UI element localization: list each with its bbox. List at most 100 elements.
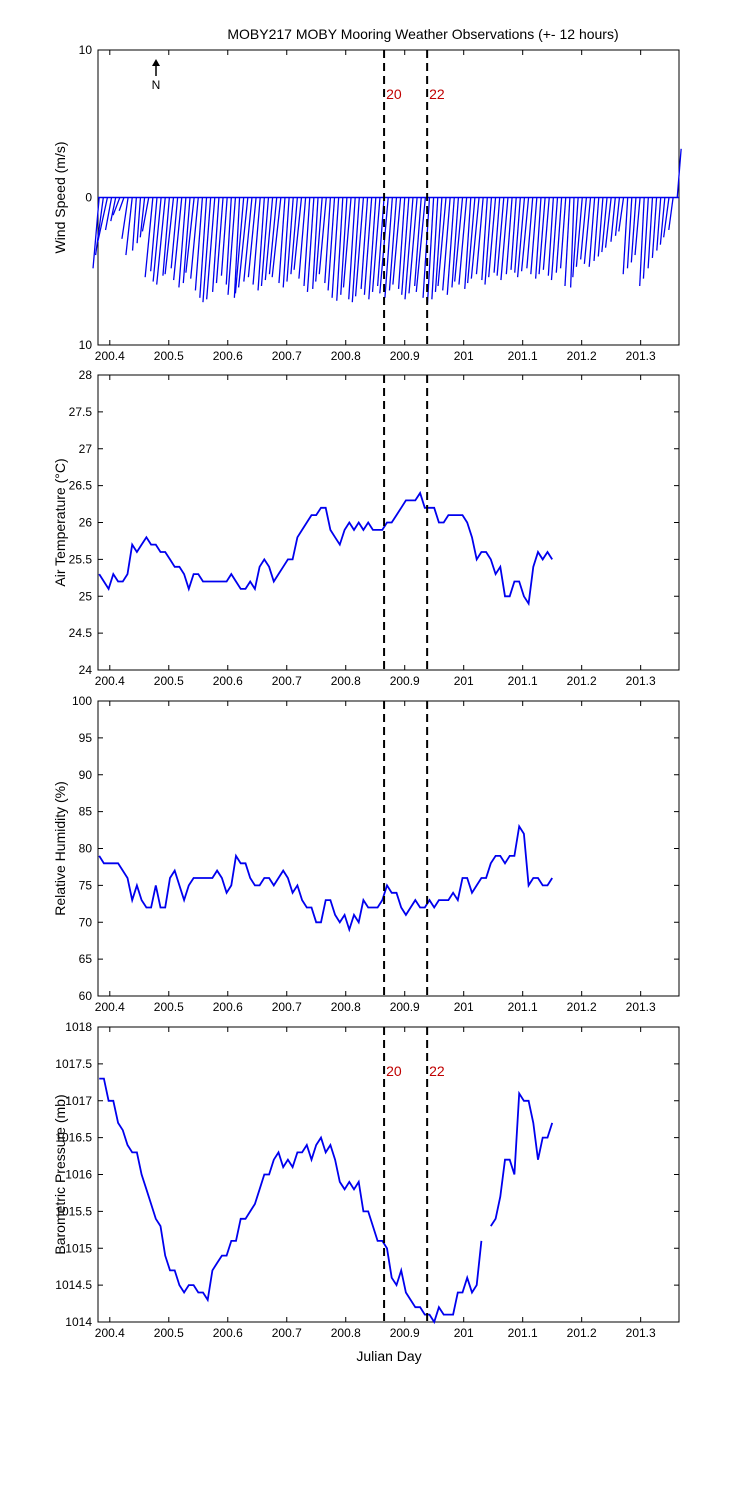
- panel-relative-humidity: 200.4 200.5 200.6 200.7 200.8 200.9 201 201.1 20…: [52, 694, 680, 1014]
- y-tick-label: 26: [79, 516, 93, 530]
- wind-vector: [583, 197, 592, 264]
- y-tick-label: 1014.5: [55, 1278, 92, 1292]
- x-axis-label: Julian Day: [356, 1348, 421, 1364]
- wind-vector: [466, 197, 476, 284]
- x-tick-label: 200.7: [272, 1000, 302, 1014]
- wind-vector: [593, 197, 600, 261]
- x-tick-label: 201.3: [626, 674, 656, 688]
- wind-vector: [92, 197, 100, 269]
- wind-vector: [252, 197, 261, 285]
- wind-vector: [336, 197, 344, 301]
- x-tick-label: 201.3: [626, 1326, 656, 1340]
- wind-vector: [206, 197, 216, 300]
- wind-vector: [572, 197, 579, 278]
- wind-vector: [618, 197, 625, 232]
- x-tick-label: 200.4: [95, 349, 125, 363]
- marker-label: 22: [429, 1063, 445, 1079]
- y-tick-label: 1014: [65, 1315, 92, 1329]
- wind-vector: [505, 197, 513, 275]
- x-tick-label: 201: [454, 1326, 474, 1340]
- x-tick-label: 200.7: [272, 674, 302, 688]
- wind-vector: [496, 197, 505, 276]
- wind-vector: [237, 197, 249, 288]
- wind-vector: [178, 197, 187, 288]
- y-tick-label: 24: [79, 663, 93, 677]
- wind-vector: [211, 197, 220, 292]
- wind-vector: [639, 197, 645, 287]
- wind-vector: [110, 197, 117, 222]
- x-tick-label: 200.9: [390, 349, 420, 363]
- wind-vector: [162, 197, 171, 276]
- marker-label: 22: [429, 86, 445, 102]
- wind-vector: [488, 197, 497, 278]
- wind-vector: [371, 197, 381, 292]
- wind-vector: [227, 197, 237, 295]
- wind-vector: [388, 197, 398, 291]
- wind-vector: [475, 197, 484, 275]
- x-tick-label: 201.1: [508, 1000, 538, 1014]
- panel-barometric-pressure: 200.4 200.5 200.6 200.7 200.8 200.9 201 201.1 20…: [52, 1020, 680, 1340]
- wind-vector: [136, 197, 142, 244]
- wind-vector: [340, 197, 348, 295]
- y-tick-label: 1017: [65, 1094, 92, 1108]
- wind-vector: [233, 197, 241, 298]
- series-line: [490, 1090, 554, 1227]
- wind-vector: [363, 197, 373, 295]
- wind-vector: [156, 197, 166, 285]
- x-tick-label: 200.6: [213, 1000, 243, 1014]
- y-tick-label: 28: [79, 368, 93, 382]
- wind-vector: [170, 197, 179, 269]
- y-tick-label: 1017.5: [55, 1057, 92, 1071]
- wind-vector: [614, 197, 621, 236]
- wind-vector: [286, 197, 294, 282]
- wind-vector: [190, 197, 199, 279]
- x-tick-label: 200.6: [213, 1326, 243, 1340]
- y-tick-label: 80: [79, 842, 93, 856]
- x-tick-label: 201: [454, 349, 474, 363]
- y-tick-label: 27.5: [69, 405, 93, 419]
- series-line: [98, 823, 553, 933]
- wind-vector: [342, 197, 352, 288]
- wind-vector: [121, 197, 129, 239]
- wind-vector: [401, 197, 410, 295]
- x-tick-label: 200.4: [95, 1000, 125, 1014]
- x-tick-label: 200.4: [95, 674, 125, 688]
- wind-vector: [547, 197, 555, 276]
- wind-vector: [454, 197, 464, 282]
- wind-vector: [442, 197, 451, 291]
- y-tick-label: 25: [79, 589, 93, 603]
- y-tick-label: 1015: [65, 1241, 92, 1255]
- x-tick-label: 200.6: [213, 349, 243, 363]
- wind-vector: [376, 197, 385, 287]
- x-tick-label: 200.5: [154, 1326, 184, 1340]
- x-tick-label: 200.5: [154, 1000, 184, 1014]
- wind-vector: [597, 197, 604, 257]
- y-tick-label: 27: [79, 442, 93, 456]
- wind-vector: [331, 197, 340, 298]
- y-tick-label: 25.5: [69, 552, 93, 566]
- wind-vector: [663, 197, 670, 238]
- figure-title: MOBY217 MOBY Mooring Weather Observation…: [227, 26, 618, 42]
- x-tick-label: 200.9: [390, 1326, 420, 1340]
- wind-vector: [668, 197, 674, 231]
- wind-vector: [415, 197, 427, 292]
- wind-vector: [225, 197, 232, 285]
- wind-vector: [610, 197, 616, 242]
- wind-vector: [152, 197, 162, 282]
- wind-vector: [131, 197, 137, 251]
- wind-vector: [676, 148, 682, 198]
- wind-vector: [500, 197, 509, 281]
- x-tick-label: 200.9: [390, 674, 420, 688]
- wind-vector: [112, 197, 121, 216]
- wind-vector: [348, 197, 356, 300]
- wind-vector: [550, 197, 559, 281]
- wind-vector: [125, 197, 133, 256]
- x-tick-label: 201.2: [567, 674, 597, 688]
- y-axis-label: Wind Speed (m/s): [52, 141, 68, 253]
- wind-vector: [318, 197, 327, 275]
- wind-vector: [437, 197, 447, 287]
- y-tick-label: 1018: [65, 1020, 92, 1034]
- y-tick-label: 24.5: [69, 626, 93, 640]
- x-tick-label: 200.5: [154, 674, 184, 688]
